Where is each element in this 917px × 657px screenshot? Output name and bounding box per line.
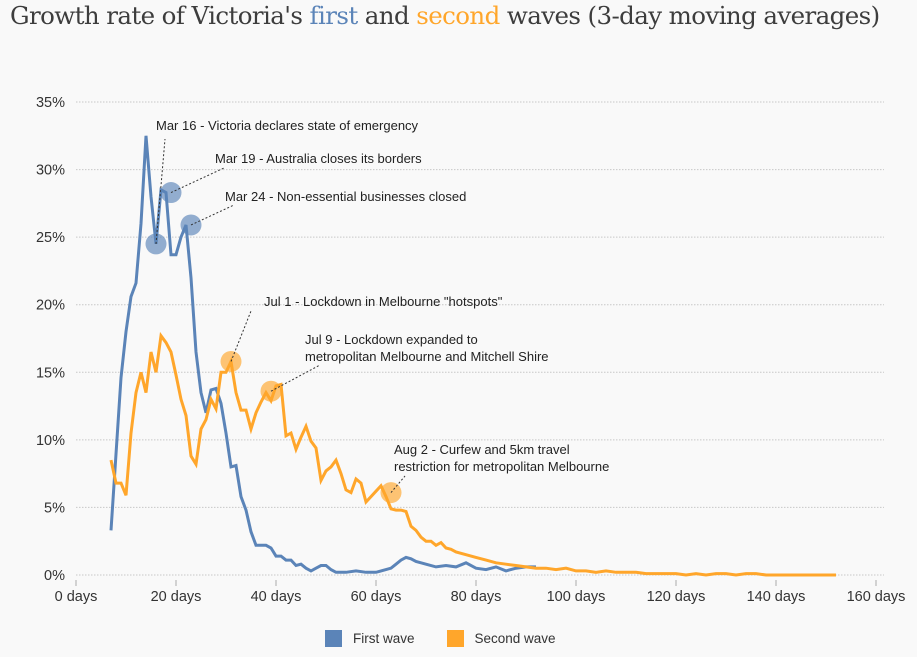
legend-swatch-second-wave bbox=[446, 630, 464, 647]
series-lines bbox=[109, 135, 836, 577]
y-axis: 0% 5% 10% 15% 20% 25% 30% 35% bbox=[36, 95, 65, 584]
annotation-label: Mar 24 - Non-essential businesses closed bbox=[225, 189, 466, 204]
series-line-first-wave bbox=[109, 135, 536, 574]
y-tick-label: 0% bbox=[44, 568, 65, 584]
x-tick-label: 80 days bbox=[451, 589, 502, 605]
legend-swatch-first-wave bbox=[325, 630, 342, 647]
y-tick-label: 10% bbox=[36, 433, 65, 449]
gridlines bbox=[76, 101, 884, 576]
y-tick-label: 25% bbox=[36, 230, 65, 246]
annotation-label: Aug 2 - Curfew and 5km travel bbox=[394, 442, 570, 457]
x-tick-label: 120 days bbox=[647, 589, 706, 605]
annotation-label: restriction for metropolitan Melbourne bbox=[394, 459, 609, 474]
title-text: waves (3-day moving averages) bbox=[499, 1, 880, 30]
annotation-label: Jul 1 - Lockdown in Melbourne "hotspots" bbox=[264, 294, 503, 309]
annotation-label: metropolitan Melbourne and Mitchell Shir… bbox=[305, 349, 549, 364]
annotation-leader-line bbox=[155, 138, 166, 244]
title-text: Growth rate of Victoria's bbox=[10, 1, 310, 30]
title-first-highlight: first bbox=[309, 1, 359, 30]
annotation-leader-line bbox=[170, 167, 225, 193]
y-tick-label: 30% bbox=[36, 163, 65, 179]
x-axis: 0 days 20 days 40 days 60 days 80 days 100 da… bbox=[55, 580, 906, 605]
x-tick-label: 0 days bbox=[55, 589, 98, 605]
y-tick-label: 5% bbox=[44, 500, 65, 516]
title-second-highlight: second bbox=[416, 1, 500, 30]
x-tick-label: 60 days bbox=[351, 589, 402, 605]
x-tick-label: 160 days bbox=[847, 589, 906, 605]
annotation-label: Jul 9 - Lockdown expanded to bbox=[305, 332, 478, 347]
series-line-second-wave bbox=[109, 331, 836, 577]
x-tick-label: 140 days bbox=[747, 589, 806, 605]
legend-label: First wave bbox=[353, 631, 415, 646]
chart-title: Growth rate of Victoria's first and seco… bbox=[10, 0, 880, 32]
annotation-label: Mar 19 - Australia closes its borders bbox=[215, 151, 422, 166]
annotation-leader-line bbox=[230, 310, 252, 362]
legend: First wave Second wave bbox=[325, 630, 588, 647]
y-tick-label: 15% bbox=[36, 365, 65, 381]
legend-label: Second wave bbox=[474, 631, 556, 646]
y-tick-label: 20% bbox=[36, 298, 65, 314]
annotation-label: Mar 16 - Victoria declares state of emer… bbox=[156, 118, 419, 133]
annotation-leader-line bbox=[270, 364, 321, 392]
legend-item-second-wave[interactable]: Second wave bbox=[446, 630, 556, 647]
x-tick-label: 100 days bbox=[547, 589, 606, 605]
annotations: Mar 16 - Victoria declares state of emer… bbox=[145, 118, 609, 504]
y-tick-label: 35% bbox=[36, 95, 65, 111]
title-text: and bbox=[357, 1, 417, 30]
legend-item-first-wave[interactable]: First wave bbox=[325, 630, 415, 647]
x-tick-label: 20 days bbox=[151, 589, 202, 605]
x-tick-label: 40 days bbox=[251, 589, 302, 605]
